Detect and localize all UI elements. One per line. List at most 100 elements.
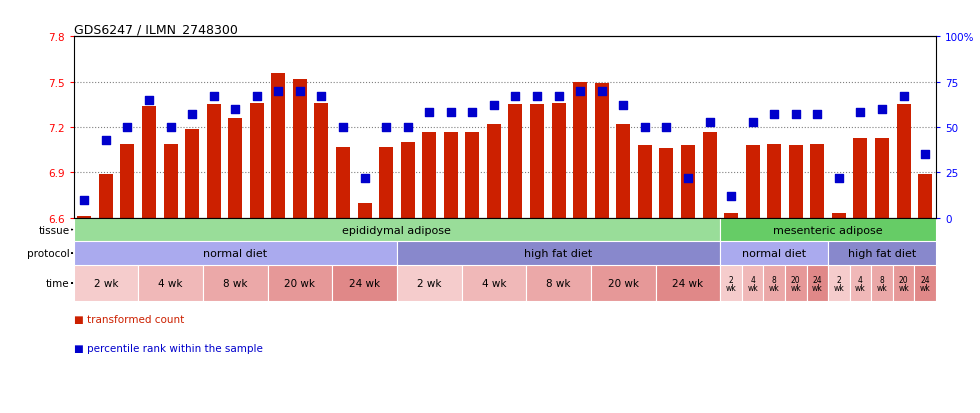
Bar: [828, 265, 850, 301]
Point: [659, 124, 674, 131]
Bar: [509, 105, 522, 218]
Point: [227, 106, 243, 113]
Point: [184, 112, 200, 118]
Point: [853, 110, 868, 116]
Point: [270, 88, 286, 95]
Bar: [77, 217, 91, 218]
Point: [615, 103, 631, 109]
Point: [702, 119, 717, 126]
Point: [421, 110, 437, 116]
Bar: [336, 147, 350, 218]
Text: 4 wk: 4 wk: [158, 278, 182, 288]
Bar: [530, 105, 544, 218]
Bar: [720, 218, 936, 242]
Text: mesenteric adipose: mesenteric adipose: [773, 225, 883, 235]
Text: 8 wk: 8 wk: [547, 278, 570, 288]
Text: 8 wk: 8 wk: [222, 278, 247, 288]
Text: 24
wk: 24 wk: [920, 275, 930, 292]
Point: [314, 94, 329, 100]
Text: high fat diet: high fat diet: [848, 249, 916, 259]
Bar: [595, 84, 609, 218]
Point: [357, 175, 372, 182]
Bar: [573, 83, 587, 218]
Point: [163, 124, 178, 131]
Text: 2 wk: 2 wk: [93, 278, 118, 288]
Point: [723, 193, 739, 200]
Bar: [444, 132, 458, 218]
Point: [249, 94, 265, 100]
Text: 20
wk: 20 wk: [899, 275, 908, 292]
Bar: [854, 138, 867, 218]
Point: [378, 124, 394, 131]
Bar: [616, 125, 630, 218]
Bar: [462, 265, 526, 301]
Bar: [720, 265, 742, 301]
Bar: [358, 203, 371, 218]
Bar: [142, 107, 156, 218]
Bar: [810, 144, 824, 218]
Bar: [250, 104, 264, 218]
Bar: [591, 265, 656, 301]
Point: [508, 94, 523, 100]
Point: [465, 110, 480, 116]
Text: 4
wk: 4 wk: [856, 275, 865, 292]
Text: protocol: protocol: [26, 249, 70, 259]
Bar: [789, 146, 803, 218]
Point: [292, 88, 308, 95]
Bar: [914, 265, 936, 301]
Bar: [315, 104, 328, 218]
Text: high fat diet: high fat diet: [524, 249, 593, 259]
Bar: [466, 132, 479, 218]
Text: 8
wk: 8 wk: [877, 275, 887, 292]
Bar: [720, 242, 828, 265]
Point: [98, 137, 114, 144]
Point: [809, 112, 825, 118]
Bar: [526, 265, 591, 301]
Bar: [832, 214, 846, 218]
Bar: [74, 265, 138, 301]
Text: 24
wk: 24 wk: [812, 275, 822, 292]
Text: 4 wk: 4 wk: [482, 278, 506, 288]
Text: normal diet: normal diet: [742, 249, 807, 259]
Point: [680, 175, 696, 182]
Bar: [850, 265, 871, 301]
Text: epididymal adipose: epididymal adipose: [342, 225, 452, 235]
Point: [141, 97, 157, 104]
Bar: [332, 265, 397, 301]
Bar: [703, 132, 716, 218]
Bar: [164, 144, 177, 218]
Bar: [660, 149, 673, 218]
Bar: [185, 129, 199, 218]
Text: ■ percentile rank within the sample: ■ percentile rank within the sample: [74, 343, 263, 353]
Bar: [99, 174, 113, 218]
Bar: [207, 105, 220, 218]
Text: 24 wk: 24 wk: [349, 278, 380, 288]
Bar: [397, 265, 462, 301]
Point: [529, 94, 545, 100]
Point: [335, 124, 351, 131]
Bar: [401, 143, 415, 218]
Bar: [871, 265, 893, 301]
Point: [206, 94, 221, 100]
Point: [831, 175, 847, 182]
Point: [443, 110, 459, 116]
Point: [874, 106, 890, 113]
Bar: [379, 147, 393, 218]
Bar: [828, 242, 936, 265]
Bar: [487, 125, 501, 218]
Point: [76, 197, 92, 204]
Bar: [763, 265, 785, 301]
Text: time: time: [46, 278, 70, 288]
Point: [917, 152, 933, 158]
Text: tissue: tissue: [38, 225, 70, 235]
Bar: [724, 214, 738, 218]
Point: [637, 124, 653, 131]
Bar: [203, 265, 268, 301]
Text: 20 wk: 20 wk: [284, 278, 316, 288]
Bar: [656, 265, 720, 301]
Text: 8
wk: 8 wk: [769, 275, 779, 292]
Point: [572, 88, 588, 95]
Bar: [422, 132, 436, 218]
Bar: [785, 265, 807, 301]
Bar: [918, 174, 932, 218]
